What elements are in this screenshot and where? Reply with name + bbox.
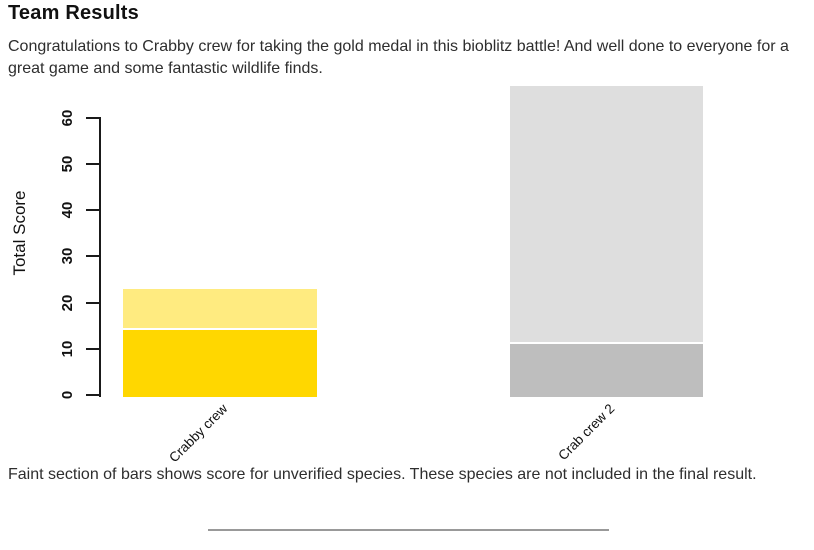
- y-axis-title: Total Score: [10, 190, 29, 276]
- y-axis-line: [99, 117, 101, 397]
- bar-segment-unverified: [510, 85, 703, 343]
- team-results-chart: Total Score 0 10 20 30 40 50 60 Crabby crew Crab…: [10, 85, 703, 465]
- y-tick: [86, 347, 99, 350]
- bar-segment-verified: [510, 344, 703, 397]
- y-tick-label: 30: [59, 248, 76, 265]
- footnote-paragraph: Faint section of bars shows score for un…: [8, 466, 757, 483]
- y-tick-label: 60: [59, 109, 76, 127]
- y-tick-label: 40: [59, 201, 76, 219]
- y-tick: [86, 209, 99, 212]
- bar-segment-unverified: [123, 288, 317, 329]
- y-tick: [86, 255, 99, 258]
- y-tick: [86, 394, 99, 396]
- x-category-label: Crabby crew: [166, 401, 231, 466]
- y-tick-label: 50: [59, 155, 76, 173]
- bar-segment-verified: [123, 330, 317, 397]
- y-tick-label: 0: [59, 390, 76, 400]
- y-tick: [86, 301, 99, 304]
- intro-paragraph: Congratulations to Crabby crew for takin…: [8, 38, 789, 77]
- x-category-label: Crab crew 2: [555, 401, 618, 464]
- y-tick: [86, 116, 99, 119]
- y-tick: [86, 163, 99, 166]
- y-tick-label: 20: [59, 294, 76, 311]
- bottom-divider: [208, 529, 609, 531]
- page-title: Team Results: [8, 2, 139, 24]
- y-tick-label: 10: [59, 340, 76, 358]
